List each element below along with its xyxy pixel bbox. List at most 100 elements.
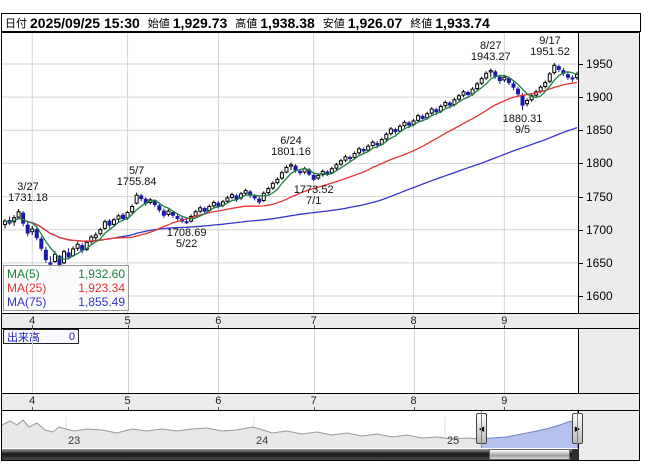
candle-body bbox=[121, 214, 126, 219]
candle-body bbox=[552, 64, 557, 74]
candle-body bbox=[216, 202, 221, 207]
nav-cyan-right-marker bbox=[577, 411, 578, 448]
high-label: 高値 bbox=[235, 17, 258, 30]
candle-body bbox=[243, 190, 248, 194]
price-tick bbox=[579, 229, 583, 231]
candle-body bbox=[543, 82, 548, 88]
candlestick-chart-pane[interactable]: MA(5) 1,932.60 MA(25) 1,923.34 MA(75) 1,855.4… bbox=[2, 33, 579, 313]
candle-body bbox=[184, 221, 189, 224]
candle-body bbox=[366, 145, 371, 151]
v-gridline bbox=[218, 329, 220, 393]
candle-body bbox=[393, 129, 398, 133]
price-axis-label: 1750 bbox=[586, 189, 613, 204]
horizontal-scrollbar[interactable] bbox=[2, 449, 579, 460]
month-tick bbox=[313, 407, 315, 410]
navigator-sparkline bbox=[1, 417, 579, 448]
price-tick bbox=[579, 130, 583, 132]
month-label: 5 bbox=[124, 395, 131, 407]
month-label: 8 bbox=[410, 395, 417, 407]
candle-body bbox=[493, 71, 498, 77]
candle-body bbox=[411, 120, 416, 125]
candle-body bbox=[429, 108, 434, 114]
candle-body bbox=[30, 228, 35, 233]
candle-body bbox=[520, 95, 525, 106]
candle-body bbox=[130, 206, 135, 213]
month-label: 8 bbox=[410, 315, 417, 327]
candle-body bbox=[257, 198, 262, 203]
scrollbar-thumb[interactable] bbox=[489, 449, 570, 460]
divider bbox=[2, 410, 639, 411]
low-label: 安値 bbox=[322, 17, 345, 30]
candle-body bbox=[289, 164, 293, 167]
month-tick bbox=[127, 407, 129, 410]
candle-body bbox=[425, 113, 430, 119]
divider bbox=[2, 393, 639, 394]
candle-body bbox=[511, 83, 516, 88]
divider bbox=[2, 328, 639, 329]
month-label: 7 bbox=[310, 315, 317, 327]
candle-body bbox=[320, 170, 325, 176]
candle-body bbox=[361, 149, 366, 152]
price-tick bbox=[579, 296, 583, 297]
candle-body bbox=[556, 66, 561, 70]
candle-body bbox=[466, 92, 471, 95]
month-label: 6 bbox=[215, 395, 222, 407]
candle-body bbox=[338, 160, 343, 165]
ma-legend-value: 1,855.49 bbox=[78, 295, 125, 309]
month-tick bbox=[218, 325, 220, 328]
candle-body bbox=[434, 109, 439, 113]
low-value: 1,926.07 bbox=[347, 14, 403, 31]
candle-body bbox=[370, 141, 375, 147]
candle-body bbox=[175, 215, 180, 219]
candle-body bbox=[62, 251, 67, 264]
divider bbox=[2, 313, 639, 314]
candle-body bbox=[538, 86, 543, 92]
nav-cyan-left-marker bbox=[481, 411, 482, 448]
chart-annotation-5-7: 5/7 1755.84 bbox=[116, 164, 157, 188]
ma-legend-label: MA(75) bbox=[7, 295, 47, 309]
candle-body bbox=[311, 174, 316, 180]
ma-legend-box: MA(5) 1,932.60 MA(25) 1,923.34 MA(75) 1,855.4… bbox=[3, 265, 129, 311]
price-tick bbox=[579, 196, 583, 198]
candle-body bbox=[16, 211, 21, 218]
chart-annotation-8-27: 8/27 1943.27 bbox=[470, 40, 511, 64]
candle-body bbox=[420, 115, 425, 119]
volume-value: 0 bbox=[68, 330, 75, 343]
candle-body bbox=[266, 188, 271, 194]
volume-pane[interactable]: 出来高 0 bbox=[2, 329, 578, 393]
candle-body bbox=[66, 252, 71, 258]
candle-body bbox=[325, 171, 330, 174]
candle-body bbox=[198, 207, 203, 212]
candle-body bbox=[479, 78, 484, 84]
year-label-23: 23 bbox=[68, 435, 81, 447]
candle-body bbox=[407, 122, 412, 126]
chart-annotation-9-5: 1880.31 9/5 bbox=[502, 113, 543, 137]
year-label-25: 25 bbox=[447, 435, 460, 447]
chart-annotation-5-22: 1708.69 5/22 bbox=[166, 226, 207, 250]
month-label: 6 bbox=[215, 315, 222, 327]
candle-body bbox=[48, 262, 53, 265]
candle-body bbox=[334, 164, 339, 169]
candle-body bbox=[84, 241, 89, 251]
candle-body bbox=[506, 78, 511, 84]
candle-body bbox=[111, 219, 116, 225]
month-tick bbox=[504, 407, 506, 410]
v-gridline bbox=[313, 329, 315, 393]
month-tick bbox=[127, 325, 129, 328]
candle-body bbox=[261, 192, 266, 202]
ma-legend-label: MA(25) bbox=[7, 281, 47, 295]
candle-body bbox=[279, 172, 284, 179]
candle-body bbox=[565, 74, 570, 78]
month-tick bbox=[32, 325, 34, 328]
candle-body bbox=[21, 212, 26, 224]
price-axis-label: 1900 bbox=[586, 90, 613, 105]
month-label: 5 bbox=[124, 315, 131, 327]
candle-body bbox=[475, 83, 480, 90]
candle-body bbox=[502, 76, 507, 81]
candle-body bbox=[316, 174, 321, 179]
candle-body bbox=[193, 211, 198, 217]
price-axis-label: 1650 bbox=[586, 255, 613, 270]
date-value: 2025/09/25 15:30 bbox=[30, 14, 140, 31]
candle-body bbox=[75, 243, 80, 249]
